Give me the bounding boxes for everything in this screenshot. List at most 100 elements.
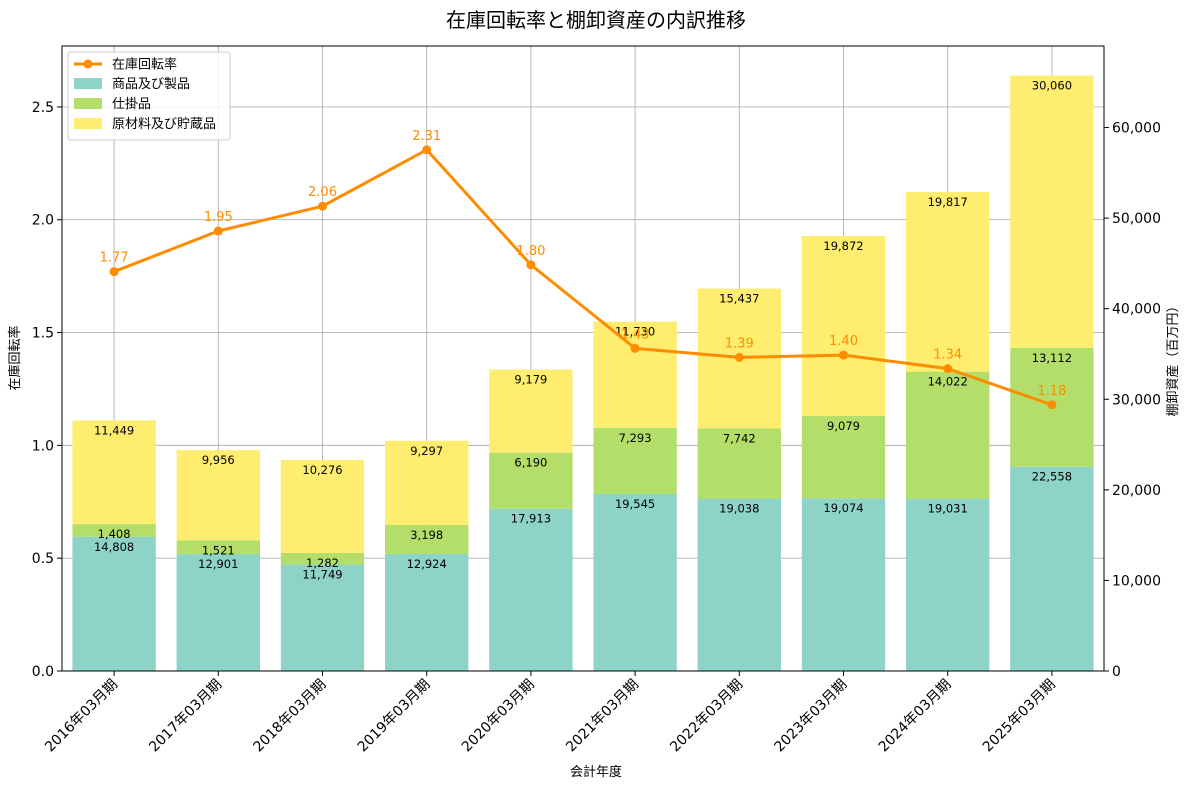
bar-value-label: 19,545: [615, 497, 655, 511]
bar-label-layer: 14,808 12,901 11,749 12,924 17,913 19,545 19,0…: [94, 79, 1072, 582]
legend-swatch-products: [74, 78, 102, 89]
bar-value-label: 19,038: [719, 502, 759, 516]
bar-segment: [176, 450, 260, 541]
bar-segment: [176, 554, 260, 671]
bar-value-label: 14,022: [928, 375, 968, 389]
bar-segment: [906, 371, 990, 499]
bar-segment: [72, 524, 156, 537]
bar-value-label: 12,901: [198, 557, 238, 571]
legend-line-marker: [83, 59, 93, 69]
turnover-value-label: 1.18: [1037, 384, 1066, 399]
turnover-point: [943, 364, 953, 374]
bar-value-label: 6,190: [514, 456, 547, 470]
bar-segment: [801, 498, 886, 671]
legend-label-materials: 原材料及び貯蔵品: [112, 117, 216, 132]
bar-segment: [72, 536, 156, 671]
bar-segment: [1010, 75, 1094, 348]
x-tick-label: 2016年03月期: [42, 677, 121, 756]
bar-segment: [385, 524, 469, 554]
legend-swatch-materials: [74, 118, 102, 129]
turnover-value-label: 1.43: [621, 327, 650, 342]
bar-value-label: 19,074: [823, 501, 863, 515]
turnover-point: [422, 145, 432, 155]
bar-segment: [280, 552, 365, 565]
right-y-tick-label: 30,000: [1112, 392, 1161, 408]
x-tick-label: 2024年03月期: [876, 677, 955, 756]
bar-value-label: 1,521: [202, 543, 235, 557]
bar-value-label: 12,924: [407, 557, 447, 571]
right-y-tick-label: 40,000: [1112, 302, 1161, 318]
turnover-point: [734, 352, 744, 362]
left-y-tick-label: 0.5: [32, 551, 54, 567]
plot-frame: [61, 45, 1105, 672]
bar-value-label: 13,112: [1032, 351, 1072, 365]
bar-value-label: 22,558: [1032, 470, 1072, 484]
x-tick-label: 2020年03月期: [459, 677, 538, 756]
turnover-line: [113, 148, 1053, 407]
turnover-value-label: 1.34: [933, 348, 962, 363]
right-y-tick-label: 10,000: [1112, 573, 1161, 589]
x-tick-label: 2017年03月期: [146, 677, 225, 756]
left-y-tick-label: 2.5: [32, 100, 54, 116]
bar-layer: [72, 75, 1094, 671]
bar-value-label: 11,449: [94, 423, 134, 437]
bar-segment: [593, 427, 677, 494]
bar-value-label: 7,742: [723, 431, 756, 445]
turnover-value-label: 1.40: [829, 334, 858, 349]
left-y-tick-label: 1.0: [32, 438, 54, 454]
bar-segment: [697, 498, 781, 671]
turnover-point: [526, 260, 536, 270]
right-y-tick-label: 20,000: [1112, 483, 1161, 499]
bar-segment: [489, 452, 573, 509]
bar-segment: [72, 420, 156, 525]
bar-segment: [697, 428, 781, 499]
bar-segment: [385, 440, 469, 525]
bar-value-label: 1,408: [98, 527, 131, 541]
bar-segment: [489, 369, 573, 453]
bar-segment: [906, 192, 990, 372]
bar-value-label: 9,297: [410, 444, 443, 458]
bar-segment: [801, 415, 886, 499]
bar-segment: [489, 508, 573, 671]
turnover-value-label: 1.95: [204, 210, 233, 225]
turnover-value-label: 1.80: [516, 244, 545, 259]
legend-label-turnover: 在庫回転率: [112, 57, 177, 73]
legend: 在庫回転率 商品及び製品 仕掛品 原材料及び貯蔵品: [67, 51, 231, 141]
bar-value-label: 11,730: [615, 325, 655, 339]
turnover-value-label: 1.39: [725, 336, 754, 351]
legend-box: [67, 51, 231, 141]
left-y-axis-label: 在庫回転率: [7, 325, 23, 390]
bar-segment: [593, 493, 677, 671]
bar-value-label: 7,293: [619, 431, 652, 445]
turnover-point: [839, 350, 848, 360]
bar-segment: [280, 459, 365, 553]
bar-value-label: 14,808: [94, 540, 134, 554]
bar-value-label: 9,179: [514, 373, 547, 387]
chart-title: 在庫回転率と棚卸資産の内訳推移: [446, 8, 746, 32]
x-tick-label: 2019年03月期: [355, 677, 434, 756]
bar-value-label: 10,276: [302, 463, 342, 477]
right-y-axis-label: 棚卸資産（百万円）: [1165, 299, 1181, 416]
legend-label-wip: 仕掛品: [112, 97, 151, 112]
bar-value-label: 19,872: [823, 239, 863, 253]
turnover-value-label: 1.77: [100, 251, 129, 266]
bar-value-label: 19,817: [928, 195, 968, 209]
left-y-tick-label: 2.0: [32, 213, 54, 229]
turnover-point: [1047, 400, 1057, 410]
left-y-tick-label: 0.0: [32, 664, 54, 680]
bar-value-label: 11,749: [302, 568, 342, 582]
bar-segment: [801, 235, 886, 416]
right-y-tick-label: 50,000: [1112, 211, 1161, 227]
bar-segment: [1010, 466, 1094, 671]
bar-value-label: 3,198: [410, 528, 443, 542]
x-axis-label: 会計年度: [570, 764, 622, 780]
bar-value-label: 30,060: [1032, 79, 1072, 93]
x-tick-label: 2022年03月期: [667, 677, 746, 756]
turnover-value-label: 2.31: [412, 129, 441, 144]
bar-segment: [176, 540, 260, 555]
right-y-tick-label: 60,000: [1112, 121, 1161, 137]
x-tick-label: 2025年03月期: [980, 677, 1059, 756]
bar-value-label: 17,913: [511, 512, 551, 526]
bar-segment: [906, 498, 990, 671]
